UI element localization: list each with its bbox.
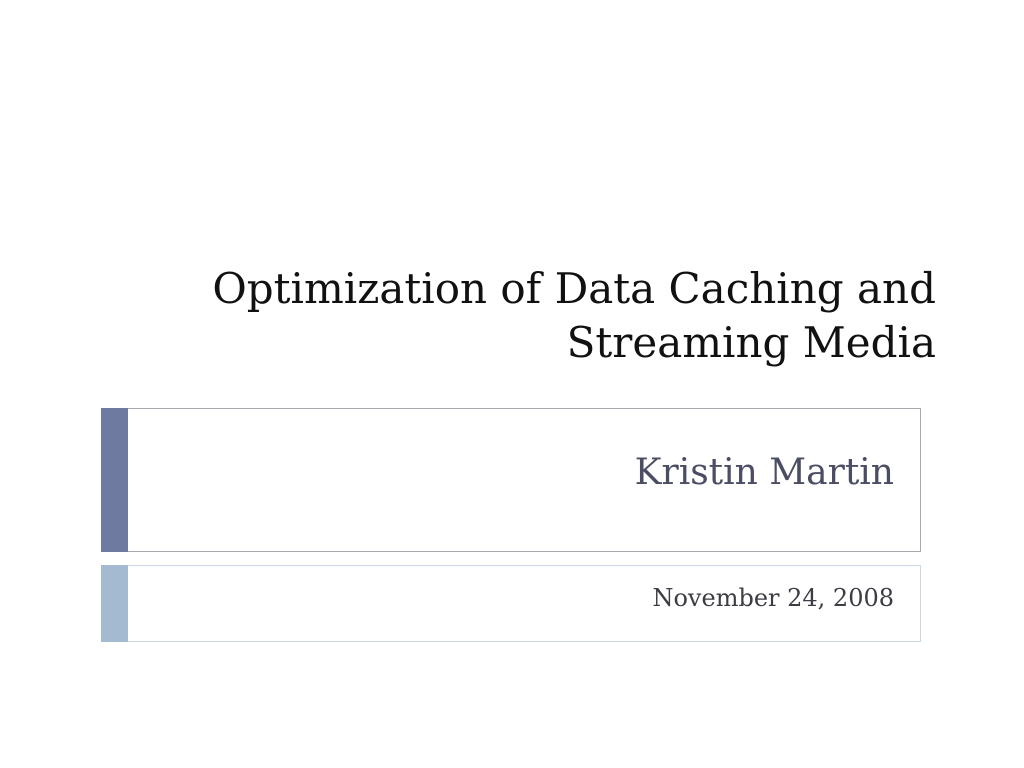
author-box: Kristin Martin xyxy=(101,408,921,552)
presentation-date: November 24, 2008 xyxy=(652,584,894,612)
author-name: Kristin Martin xyxy=(635,452,894,493)
date-accent-bar xyxy=(101,565,128,642)
slide-title-line-1: Optimization of Data Caching and xyxy=(136,262,936,316)
slide-title: Optimization of Data Caching and Streami… xyxy=(136,262,936,370)
date-box: November 24, 2008 xyxy=(101,565,921,642)
slide-title-line-2: Streaming Media xyxy=(136,316,936,370)
author-accent-bar xyxy=(101,408,128,552)
